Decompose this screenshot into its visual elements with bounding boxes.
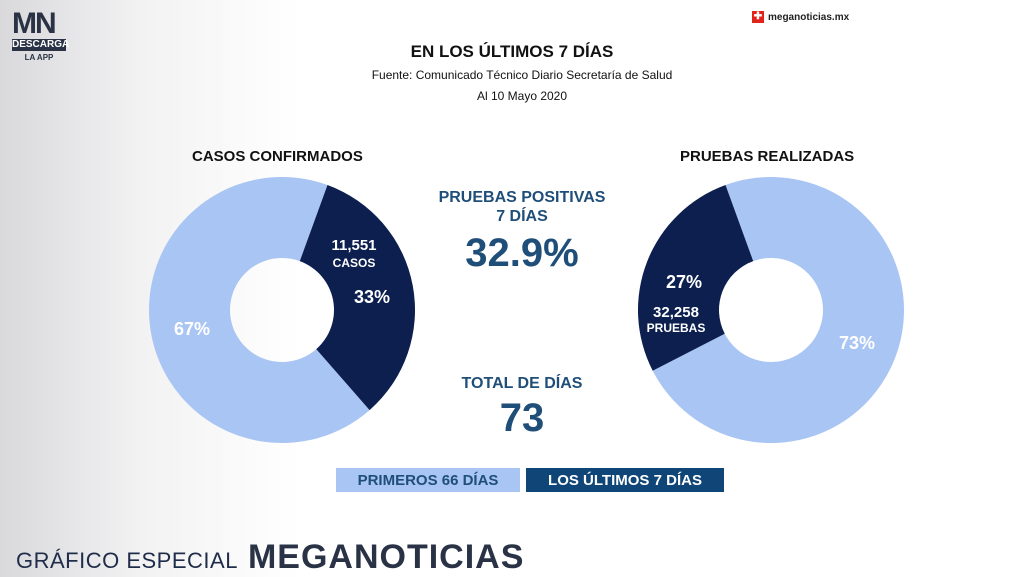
positive-tests-label-line1: PRUEBAS POSITIVAS	[438, 189, 606, 206]
label-casos-last7-pct: 33%	[354, 287, 390, 307]
label-pruebas-first66-pct: 73%	[839, 333, 875, 353]
label-casos-count: 11,551	[331, 237, 376, 254]
footer-brand: MEGANOTICIAS	[247, 538, 525, 576]
label-pruebas-last7-pct: 27%	[666, 272, 702, 292]
footer-label: GRÁFICO ESPECIAL	[16, 548, 238, 573]
slice-pruebas-ultimos-7	[638, 185, 754, 371]
meganoticias-logo-icon: ✚	[752, 11, 764, 23]
positive-tests-label: PRUEBAS POSITIVAS 7 DÍAS	[412, 188, 632, 226]
label-casos-first66-pct: 67%	[174, 319, 210, 339]
total-days-label: TOTAL DE DÍAS	[461, 375, 583, 392]
slice-pruebas-primeros-66	[652, 176, 904, 443]
logo-letters: MN	[12, 7, 57, 40]
brand-text: meganoticias.mx	[768, 11, 850, 23]
label-casos-unit: CASOS	[333, 256, 376, 270]
logo-descarga: DESCARGA	[12, 39, 70, 51]
chart-title-casos: CASOS CONFIRMADOS	[192, 148, 363, 165]
app-logo[interactable]: MN DESCARGA LA APP	[12, 7, 70, 62]
brand-link[interactable]: ✚ meganoticias.mx	[752, 11, 849, 23]
date-text: Al 10 Mayo 2020	[476, 89, 568, 103]
page-title: EN LOS ÚLTIMOS 7 DÍAS	[410, 42, 614, 61]
footer: GRÁFICO ESPECIAL MEGANOTICIAS	[16, 538, 524, 577]
chart-title-pruebas: PRUEBAS REALIZADAS	[680, 148, 855, 165]
legend-first-66-days: PRIMEROS 66 DÍAS	[336, 468, 520, 492]
legend-last-7-days: LOS ÚLTIMOS 7 DÍAS	[526, 468, 724, 492]
slice-casos-primeros-66	[149, 177, 370, 444]
total-days-value: 73	[499, 396, 545, 440]
label-pruebas-unit: PRUEBAS	[647, 321, 706, 335]
positive-tests-value: 32.9%	[465, 231, 579, 275]
label-pruebas-count: 32,258	[653, 304, 699, 321]
logo-app-label: LA APP	[24, 53, 54, 62]
positive-tests-label-line2: 7 DÍAS	[496, 208, 548, 225]
slice-casos-ultimos-7	[299, 185, 416, 411]
source-text: Fuente: Comunicado Técnico Diario Secret…	[371, 68, 673, 82]
